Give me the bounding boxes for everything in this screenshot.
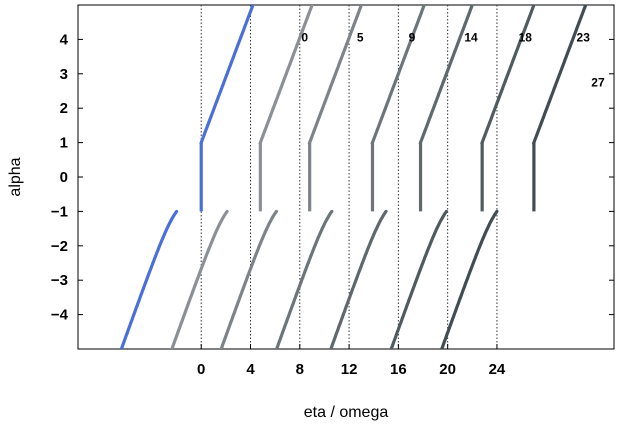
y-tick-label: 3 (60, 66, 68, 83)
series-lower-branch (389, 209, 448, 349)
curve-label: 18 (519, 31, 533, 45)
y-tick-label: 2 (60, 100, 68, 117)
series-lower-branch (440, 209, 499, 349)
plot-area: 0 5 9 14 18 23 27 (77, 4, 615, 350)
x-tick-label: 0 (197, 361, 205, 378)
series-lower-branch (329, 209, 388, 349)
series-upper-branch (258, 5, 314, 145)
y-tick-label: −1 (51, 203, 68, 220)
series-curve (274, 5, 426, 349)
series-curve (440, 5, 588, 349)
curve-label: 0 (301, 31, 308, 45)
x-tick-label: 8 (296, 361, 304, 378)
series-lower-branch (119, 209, 179, 349)
series-lower-branch (170, 209, 229, 349)
series-upper-branch (532, 5, 588, 145)
curve-label: 9 (409, 31, 416, 45)
series-lower-branch (219, 209, 278, 349)
series-upper-branch (480, 5, 536, 145)
series-upper-branch (307, 5, 364, 145)
y-axis-label: alpha (7, 157, 24, 196)
x-tick-label: 16 (390, 361, 407, 378)
y-tick-label: 4 (60, 31, 69, 48)
x-tick-label: 24 (489, 361, 506, 378)
series-curve (170, 5, 314, 349)
series-upper-branch (199, 5, 255, 145)
curve-label: 5 (357, 31, 364, 45)
x-tick-label: 20 (439, 361, 456, 378)
series-curve (329, 5, 475, 349)
y-tick-label: −3 (51, 272, 68, 289)
curve-label: 27 (591, 75, 605, 89)
series-upper-branch (418, 5, 475, 145)
curve-label: 14 (464, 31, 478, 45)
x-tick-label: 4 (246, 361, 255, 378)
y-tick-label: 1 (60, 135, 68, 152)
series-upper-branch (370, 5, 426, 145)
series-curve (389, 5, 536, 349)
series-curve (119, 5, 255, 349)
x-tick-label: 12 (341, 361, 358, 378)
x-axis-ticks: 0 4 8 12 16 20 24 (197, 344, 506, 378)
y-tick-label: −4 (51, 307, 69, 324)
curve-labels: 0 5 9 14 18 23 27 (301, 31, 605, 90)
y-tick-label: −2 (51, 238, 68, 255)
curve-label: 23 (577, 31, 591, 45)
x-axis-label: eta / omega (304, 404, 389, 421)
series-curve (219, 5, 364, 349)
series-lower-branch (274, 209, 334, 349)
series-group (119, 5, 588, 349)
y-tick-label: 0 (60, 169, 68, 186)
